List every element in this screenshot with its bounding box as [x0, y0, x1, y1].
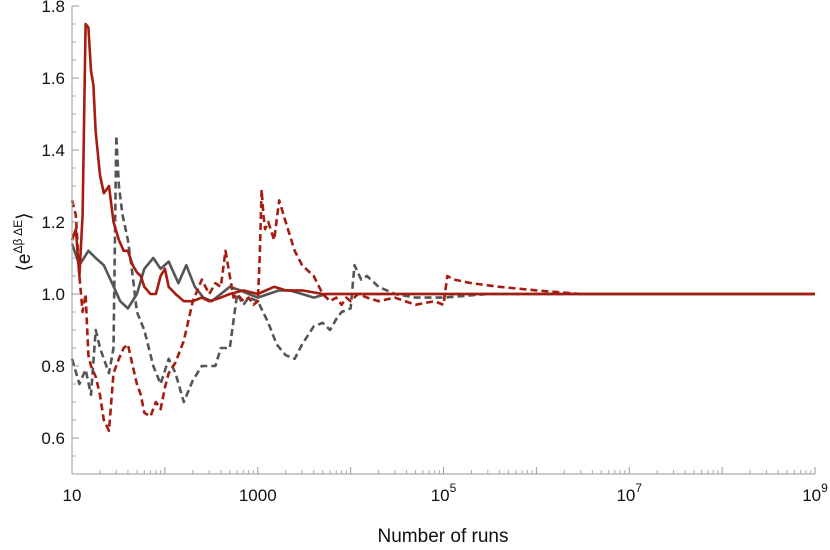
y-tick-label: 1.6: [41, 69, 65, 88]
y-axis-title-exponent: Δβ ΔE: [11, 220, 25, 254]
y-axis-title-open: ⟨: [14, 264, 35, 271]
series-line-2: [70, 134, 815, 404]
x-tick-label: 10: [63, 486, 82, 505]
series-line-4: [70, 188, 815, 433]
x-axis-title: Number of runs: [378, 526, 509, 547]
x-tick-label: 109: [802, 481, 828, 505]
y-tick-label: 0.6: [41, 429, 65, 448]
y-tick-label: 1.0: [41, 285, 65, 304]
series-layer: [70, 22, 815, 433]
y-tick-label: 1.2: [41, 213, 65, 232]
svg-text:⟨eΔβ ΔE⟩: ⟨eΔβ ΔE⟩: [11, 212, 35, 271]
y-tick-label: 1.4: [41, 141, 65, 160]
y-axis-title-base: e: [14, 254, 35, 265]
y-tick-label: 1.8: [41, 0, 65, 16]
y-axis-title: ⟨eΔβ ΔE⟩: [11, 212, 35, 271]
x-tick-label: 105: [431, 481, 457, 505]
y-axis-title-close: ⟩: [14, 212, 35, 219]
series-line-3: [70, 22, 815, 303]
x-tick-label: 107: [616, 481, 642, 505]
axis-layer: 0.6 0.8 1.0 1.2 1.4 1.6 1.8 10 1000 105 107 109: [41, 0, 828, 505]
y-tick-label: 0.8: [41, 357, 65, 376]
x-tick-label: 1000: [239, 486, 277, 505]
